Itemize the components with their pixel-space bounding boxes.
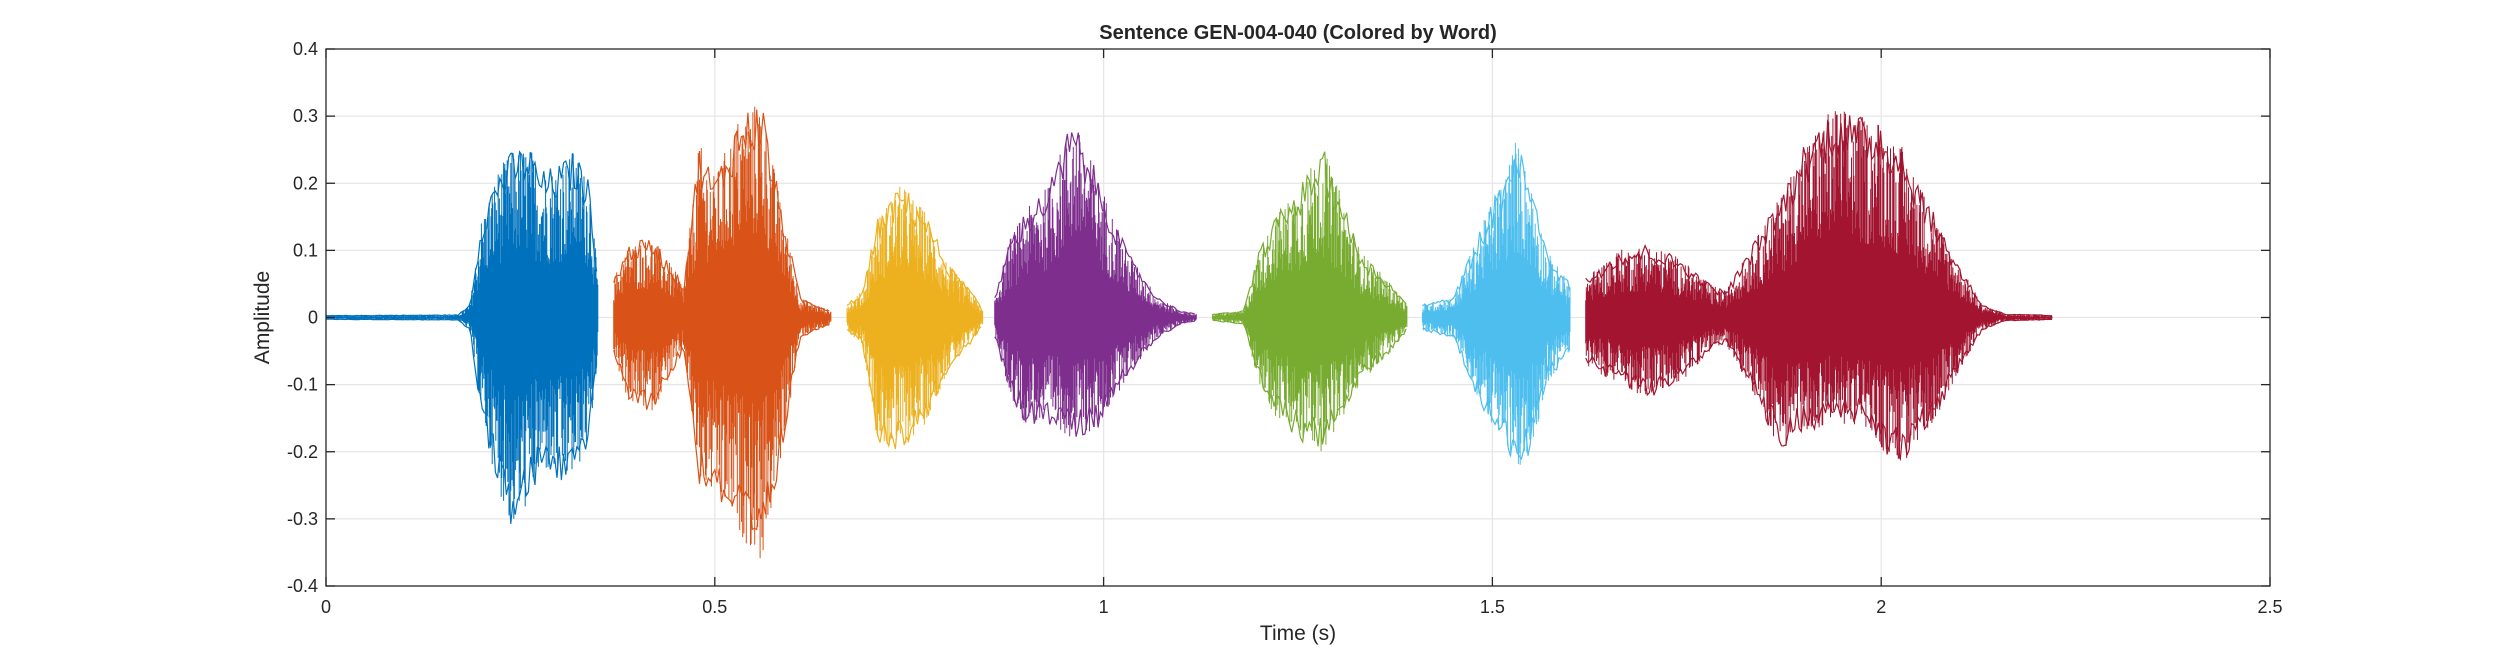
waveform-lower-envelope — [1422, 327, 1571, 461]
x-axis-label: Time (s) — [1260, 622, 1336, 645]
word-segment-7 — [1585, 111, 2053, 462]
waveform-lower-envelope — [1585, 318, 2053, 462]
waveform-trace — [1585, 111, 2053, 459]
y-tick-label: -0.3 — [287, 509, 318, 529]
word-segment-3 — [846, 186, 984, 450]
waveform-trace — [613, 106, 832, 559]
waveform-upper-envelope — [1212, 151, 1407, 316]
x-tick-label: 2.5 — [2257, 597, 2282, 617]
waveform-upper-envelope — [1585, 115, 2053, 317]
x-tick-label: 1 — [1099, 597, 1109, 617]
y-tick-label: 0.1 — [293, 240, 318, 260]
y-tick-label: 0.4 — [293, 39, 318, 59]
waveform-upper-envelope — [846, 192, 982, 310]
word-segment-4 — [994, 132, 1197, 437]
waveform-upper-envelope — [994, 132, 1196, 315]
waveform-upper-envelope — [613, 109, 830, 312]
waveform-trace — [1212, 158, 1408, 452]
x-tick-label: 0.5 — [702, 597, 727, 617]
waveform-trace — [846, 186, 984, 445]
waveform-trace — [994, 135, 1197, 437]
y-tick-label: -0.2 — [287, 442, 318, 462]
y-axis-label: Amplitude — [251, 271, 274, 364]
ticks: 0 0.5 1 1.5 2 2.5 0.4 0.3 0.2 0.1 0 -0.1 -0.2 -0.3 -0.… — [287, 39, 2283, 617]
word-segment-6 — [1421, 142, 1571, 465]
y-tick-label: 0.3 — [293, 106, 318, 126]
word-segment-1 — [325, 150, 599, 524]
waveform-lower-envelope — [846, 326, 982, 450]
word-segment-5 — [1212, 151, 1408, 452]
waveform-lower-envelope — [1212, 319, 1407, 447]
waveform-trace — [1421, 142, 1571, 465]
chart-title: Sentence GEN-004-040 (Colored by Word) — [1099, 22, 1497, 44]
y-tick-label: -0.4 — [287, 576, 318, 596]
waveform-lower-envelope — [326, 318, 598, 524]
y-tick-label: -0.1 — [287, 375, 318, 395]
x-tick-label: 0 — [321, 597, 331, 617]
word-segment-2 — [613, 106, 832, 559]
y-tick-label: 0 — [308, 308, 318, 328]
y-tick-label: 0.2 — [293, 173, 318, 193]
x-tick-label: 2 — [1876, 597, 1886, 617]
waveform-upper-envelope — [1421, 155, 1571, 307]
series-layer — [325, 106, 2053, 559]
x-tick-label: 1.5 — [1480, 597, 1505, 617]
waveform-lower-envelope — [994, 320, 1195, 437]
waveform-upper-envelope — [326, 150, 598, 317]
waveform-lower-envelope — [613, 324, 830, 531]
